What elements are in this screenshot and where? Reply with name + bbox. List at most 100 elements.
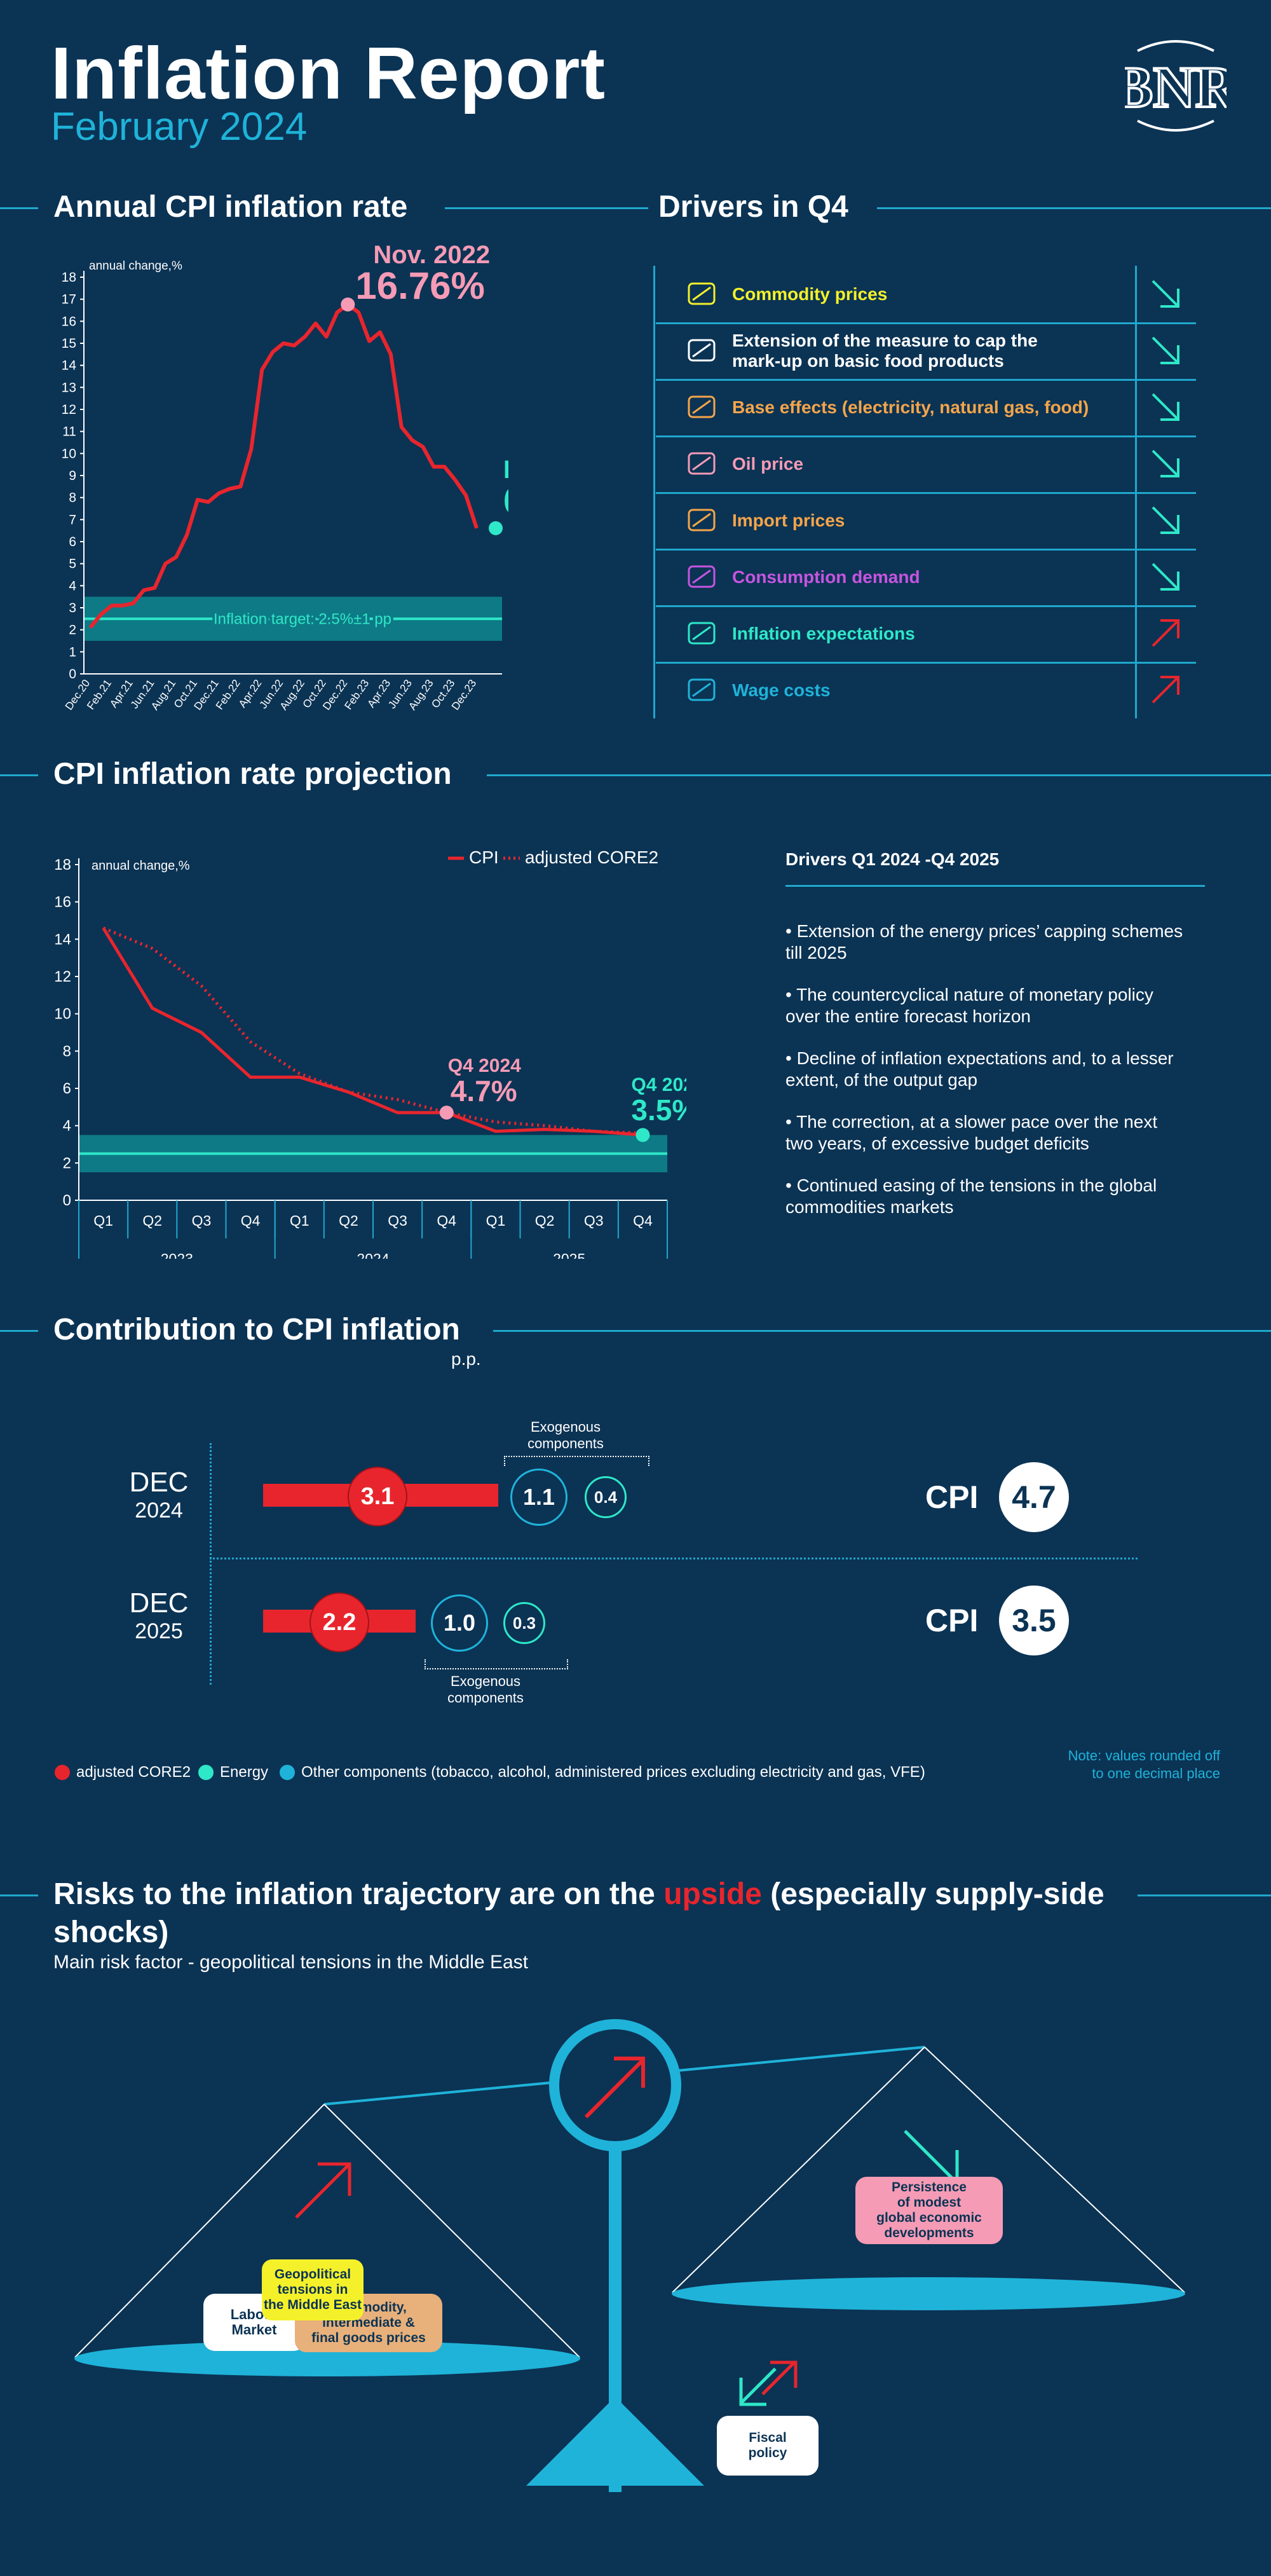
y-tick-label: 11	[62, 425, 76, 439]
contrib-legend-item: Other components (tobacco, alcohol, admi…	[280, 1764, 925, 1781]
projection-chart: 0 2 4 6 8 10 12 14 16 18 annual change,% Q1 Q2 Q3 Q4 Q1…	[54, 847, 686, 1259]
x-year-label: 2024	[357, 1250, 389, 1259]
y-tick-label: 8	[63, 1043, 71, 1060]
legend-label: Other components (tobacco, alcohol, admi…	[301, 1764, 925, 1781]
driver-label-line: Extension of the measure to cap the	[732, 330, 1038, 350]
contrib-year: 2025	[135, 1619, 183, 1643]
y-tick-label: 3	[69, 601, 76, 615]
money-icon	[688, 678, 716, 701]
peak-marker	[341, 297, 355, 312]
q4-2024-marker	[439, 1106, 454, 1120]
contribution-date: DEC 2025	[108, 1589, 210, 1645]
tag-text: of modest	[897, 2195, 962, 2210]
other-value: 0.4	[585, 1476, 627, 1518]
exogenous-text: Exogenous	[450, 1673, 521, 1689]
y-tick-label: 4	[69, 579, 76, 593]
bullet-line: • The countercyclical nature of monetary…	[785, 985, 1153, 1004]
section-rule	[0, 1330, 38, 1332]
x-year-label: 2025	[553, 1250, 585, 1259]
legend-cpi: CPI	[469, 847, 499, 867]
other-value: 0.3	[503, 1602, 545, 1644]
exogenous-text: components	[527, 1435, 604, 1451]
divider-vertical	[210, 1443, 212, 1685]
section-title-drivers: Drivers in Q4	[658, 190, 848, 224]
section-title-contribution: Contribution to CPI inflation	[53, 1313, 460, 1346]
persistence-tag: Persistence of modest global economic devel…	[855, 2177, 1003, 2244]
legend-dot	[55, 1765, 70, 1780]
bar-chart-icon	[688, 622, 716, 645]
arrow-down-icon	[1152, 506, 1179, 534]
oil-drop-icon	[688, 452, 716, 475]
q4-2025-label: Q4 2025	[631, 1074, 686, 1095]
bullet-line: • Extension of the energy prices’ cappin…	[785, 921, 1183, 941]
projection-driver-bullet: • Decline of inflation expectations and,…	[785, 1048, 1218, 1091]
peak-value-label: 16.76%	[355, 264, 485, 307]
q4-2024-label: Q4 2024	[448, 1055, 521, 1076]
tag-text: Persistence	[892, 2180, 967, 2195]
cpi-total-value: 4.7	[999, 1462, 1069, 1532]
target-label: Inflation target: 2.5%±1 pp	[214, 610, 391, 627]
page-title: Inflation Report	[51, 32, 606, 114]
driver-row: Wage costs	[656, 662, 1196, 718]
section-title-cpi: Annual CPI inflation rate	[53, 190, 408, 224]
driver-label-line: Wage costs	[732, 680, 831, 700]
driver-label: Base effects (electricity, natural gas, …	[732, 379, 1126, 435]
x-year-label: 2023	[161, 1250, 193, 1259]
exogenous-bracket	[504, 1456, 649, 1466]
y-tick-label: 18	[62, 270, 76, 285]
bullet-line: over the entire forecast horizon	[785, 1006, 1031, 1026]
legend-label: adjusted CORE2	[76, 1764, 191, 1781]
x-tick-label: Q2	[535, 1212, 555, 1229]
y-tick-label: 12	[62, 402, 76, 417]
energy-value: 1.1	[510, 1469, 568, 1526]
legend-core2: adjusted CORE2	[525, 847, 658, 867]
plug-icon	[688, 395, 716, 418]
driver-row: Consumption demand	[656, 549, 1196, 607]
x-tick-label: Q2	[142, 1212, 162, 1229]
driver-row: Inflation expectations	[656, 605, 1196, 664]
note-line: to one decimal place	[1092, 1765, 1220, 1781]
exogenous-label: Exogenous components	[422, 1673, 549, 1706]
projection-driver-bullet: • Continued easing of the tensions in th…	[785, 1175, 1218, 1218]
section-rule	[493, 1330, 1271, 1332]
latest-value-label: 6.61%	[503, 479, 508, 522]
bullet-line: • Decline of inflation expectations and,…	[785, 1048, 1174, 1068]
driver-label: Import prices	[732, 492, 1126, 549]
rounding-note: Note: values rounded off to one decimal p…	[991, 1747, 1220, 1783]
bullet-line: till 2025	[785, 943, 847, 963]
tag-text: the Middle East	[263, 2298, 362, 2312]
y-axis-label: annual change,%	[92, 859, 190, 873]
bullet-line: two years, of excessive budget deficits	[785, 1134, 1089, 1153]
driver-row: Oil price	[656, 435, 1196, 494]
y-tick-label: 2	[63, 1154, 71, 1172]
section-title-projection: CPI inflation rate projection	[53, 757, 452, 791]
y-tick-label: 10	[54, 1006, 71, 1023]
geopolitical-tag: Geopolitical tensions in the Middle East	[262, 2259, 364, 2320]
energy-value: 1.0	[431, 1594, 488, 1652]
price-tag-icon	[688, 509, 716, 531]
core2-value: 3.1	[348, 1467, 407, 1526]
x-tick-label: Q1	[290, 1212, 309, 1229]
tag-text: Fiscal	[749, 2430, 787, 2445]
projection-driver-bullet: • The countercyclical nature of monetary…	[785, 984, 1218, 1027]
latest-date-label: Dec. 2023	[503, 456, 508, 484]
projection-drivers-title: Drivers Q1 2024 -Q4 2025	[785, 849, 1000, 869]
arrow-down-icon	[1152, 449, 1179, 477]
driver-row: Commodity prices	[656, 266, 1196, 324]
commodity-prices-tag: Commodity, intermediate & final goods pric…	[295, 2294, 442, 2352]
driver-label: Inflation expectations	[732, 605, 1126, 662]
logo-letters: BNR	[1125, 55, 1227, 120]
q4-2024-value: 4.7%	[451, 1074, 517, 1107]
y-tick-label: 9	[69, 469, 76, 483]
arrow-down-icon	[1152, 336, 1179, 364]
legend-dot	[280, 1765, 295, 1780]
y-tick-label: 1	[69, 645, 76, 659]
section-rule	[0, 207, 38, 209]
section-rule	[877, 207, 1271, 209]
y-tick-label: 18	[54, 856, 71, 874]
divider	[785, 885, 1205, 887]
y-tick-label: 12	[54, 968, 71, 985]
driver-label-line: Base effects (electricity, natural gas, …	[732, 397, 1089, 417]
bullet-line: • The correction, at a slower pace over …	[785, 1112, 1158, 1132]
driver-label: Oil price	[732, 435, 1126, 492]
